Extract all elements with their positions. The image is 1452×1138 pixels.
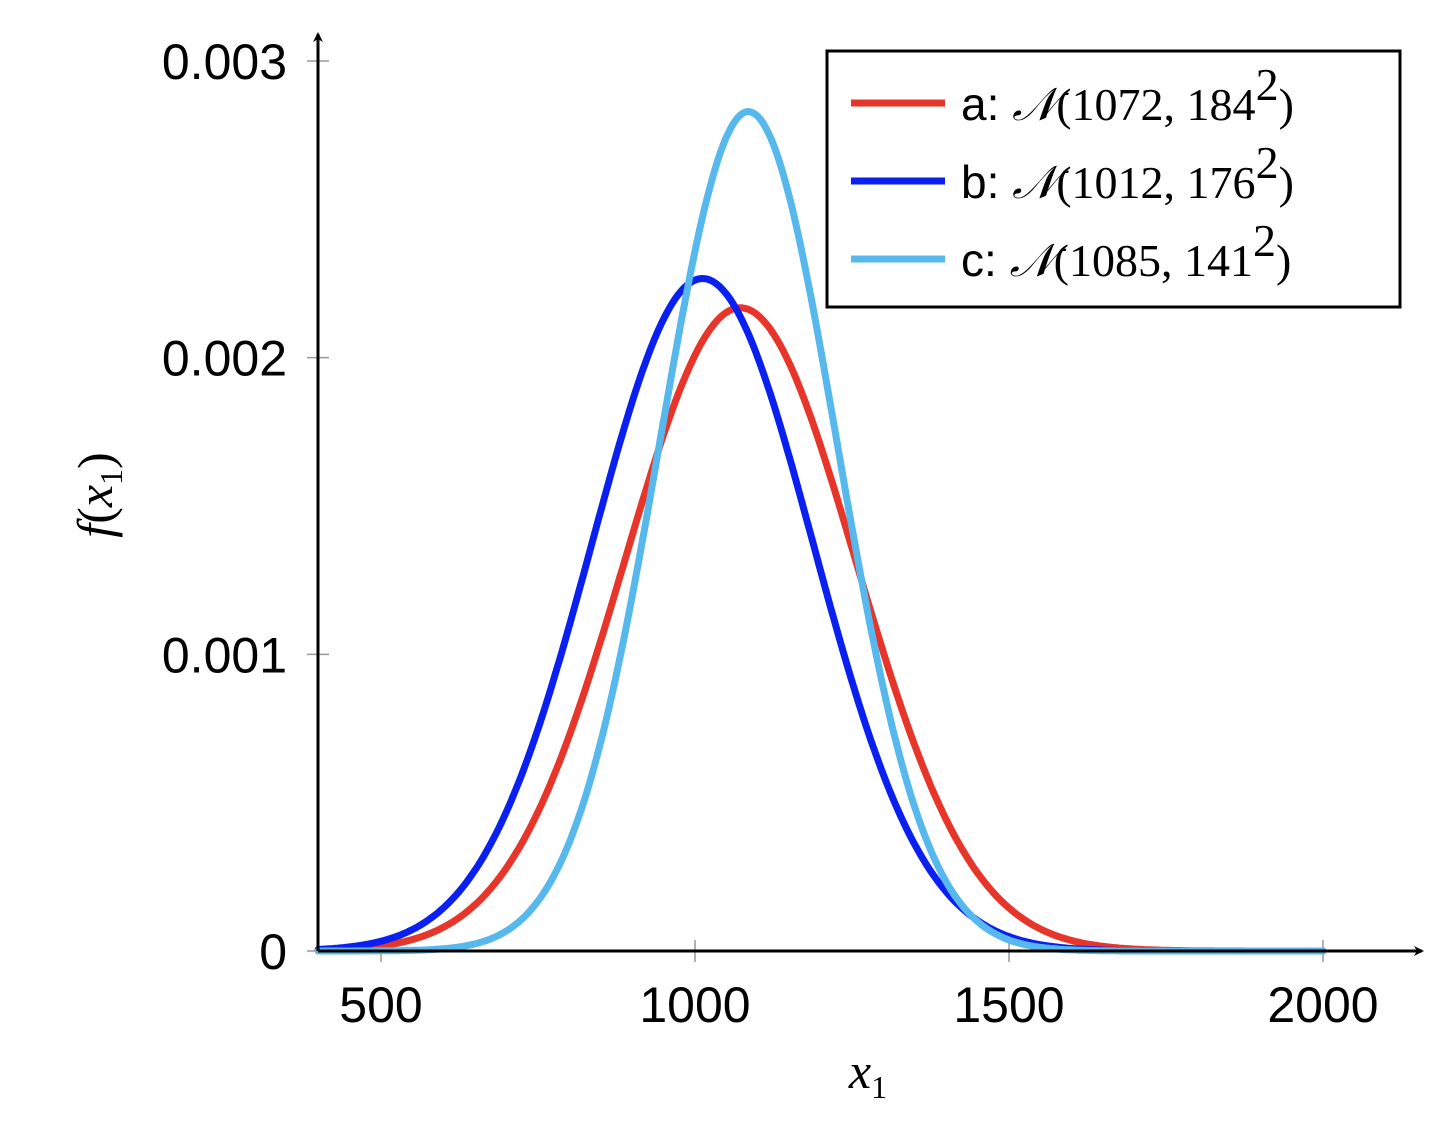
legend-entry-c: c: 𝒩(1085, 1412) <box>961 215 1291 286</box>
y-axis-label: f(x1) <box>67 452 129 537</box>
tick-labels: 500 1000 1500 2000 0 0.001 0.002 0.003 <box>162 34 1379 1033</box>
legend: a: 𝒩(1072, 1842)b: 𝒩(1012, 1762)c: 𝒩(108… <box>825 49 1402 309</box>
legend-entry-a: a: 𝒩(1072, 1842) <box>961 59 1294 130</box>
x-tick-label: 1500 <box>953 977 1064 1033</box>
x-tick-label: 500 <box>339 977 422 1033</box>
x-tick-label: 2000 <box>1267 977 1378 1033</box>
y-tick-label: 0.002 <box>162 331 287 387</box>
y-tick-label: 0.003 <box>162 34 287 90</box>
series-curve-a <box>314 304 1327 955</box>
series-curve-b <box>314 275 1327 955</box>
y-tick-label: 0 <box>259 924 287 980</box>
y-tick-label: 0.001 <box>162 627 287 683</box>
x-tick-label: 1000 <box>639 977 750 1033</box>
legend-entry-b: b: 𝒩(1012, 1762) <box>961 137 1294 208</box>
x-axis-label: x1 <box>848 1043 887 1105</box>
